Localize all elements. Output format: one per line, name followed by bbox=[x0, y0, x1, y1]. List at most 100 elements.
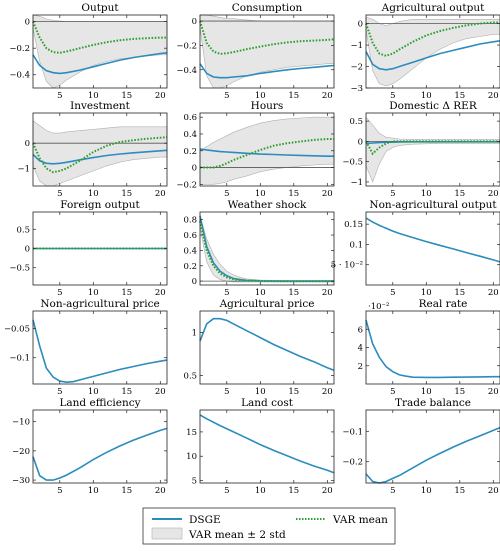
y-tick-label: −30 bbox=[12, 476, 30, 486]
plot-frame bbox=[199, 211, 335, 286]
y-tick-label: −0.1 bbox=[342, 427, 363, 437]
dsge-line bbox=[199, 63, 335, 79]
x-tick-label: 20 bbox=[488, 189, 499, 199]
x-tick-label: 15 bbox=[454, 387, 465, 397]
var-band-area bbox=[32, 120, 168, 187]
x-tick-label: 5 bbox=[57, 486, 62, 496]
legend: DSGE VAR mean VAR mean ± 2 std bbox=[142, 507, 396, 545]
y-tick-label: 0.4 bbox=[183, 246, 197, 256]
y-tick-label: 1 bbox=[192, 328, 197, 338]
x-tick-label: 20 bbox=[488, 486, 499, 496]
var-mean-line bbox=[32, 136, 168, 174]
plot-frame bbox=[365, 14, 500, 89]
y-tick-label: 0.5 bbox=[16, 225, 30, 235]
y-tick-label: −0.2 bbox=[9, 44, 30, 54]
x-tick-label: 5 bbox=[390, 91, 395, 101]
x-tick-label: 15 bbox=[288, 189, 299, 199]
panel-land-cost: Land cost 5 10 15 20 15 10 5 bbox=[186, 397, 335, 496]
y-tick-label: −0.1 bbox=[9, 354, 30, 364]
panel-foreign-output: Foreign output 5 10 15 20 0.5 0 −0.5 bbox=[9, 199, 168, 298]
panel-title: Consumption bbox=[232, 2, 303, 14]
x-tick-label: 5 bbox=[57, 189, 62, 199]
panel-land-efficiency: Land efficiency 5 10 15 20 −10 −20 −30 bbox=[12, 397, 168, 496]
y-tick-label: 6 bbox=[358, 325, 363, 335]
x-tick-label: 15 bbox=[121, 189, 132, 199]
var-mean-line bbox=[199, 20, 335, 55]
x-tick-label: 15 bbox=[454, 288, 465, 298]
dsge-line bbox=[365, 319, 500, 379]
y-scale-label: ·10⁻² bbox=[368, 302, 389, 312]
y-tick-label: 2 bbox=[358, 362, 363, 372]
panel-non-agricultural-price: Non-agricultural price 5 10 15 20 −0.05 −0.1 bbox=[4, 298, 168, 397]
x-tick-label: 5 bbox=[390, 288, 395, 298]
panel-title: Trade balance bbox=[395, 397, 471, 409]
plot-frame bbox=[365, 310, 500, 385]
y-tick-label: 0.15 bbox=[344, 220, 363, 230]
var-band-area bbox=[32, 14, 168, 89]
dsge-line bbox=[32, 319, 168, 384]
x-tick-label: 10 bbox=[421, 189, 432, 199]
x-tick-label: 10 bbox=[255, 189, 266, 199]
y-tick-label: −0.2 bbox=[176, 41, 197, 51]
y-tick-label: −0.4 bbox=[9, 71, 30, 81]
x-tick-label: 20 bbox=[155, 288, 166, 298]
y-tick-label: −1 bbox=[350, 41, 363, 51]
dsge-line bbox=[199, 215, 334, 283]
x-tick-label: 20 bbox=[322, 387, 333, 397]
x-tick-label: 20 bbox=[488, 288, 499, 298]
y-tick-label: −2 bbox=[350, 63, 363, 73]
x-tick-label: 10 bbox=[421, 288, 432, 298]
y-tick-label: 0.5 bbox=[183, 371, 197, 381]
x-tick-label: 15 bbox=[121, 91, 132, 101]
plot-frame bbox=[365, 211, 500, 286]
y-tick-label: 0.4 bbox=[183, 130, 197, 140]
x-tick-label: 20 bbox=[322, 486, 333, 496]
y-tick-label: 5 · 10⁻² bbox=[331, 261, 363, 271]
panel-title: Non-agricultural output bbox=[369, 199, 497, 211]
panel-title: Hours bbox=[251, 100, 284, 112]
y-tick-label: −0.05 bbox=[4, 325, 30, 335]
x-tick-label: 10 bbox=[421, 387, 432, 397]
x-tick-label: 15 bbox=[121, 288, 132, 298]
dsge-line bbox=[199, 317, 335, 372]
dsge-line bbox=[32, 52, 168, 75]
var-band-area bbox=[199, 116, 335, 185]
x-tick-label: 5 bbox=[390, 387, 395, 397]
var-mean-line bbox=[200, 138, 334, 169]
panel-real-rate: Real rate 5 10 15 20 6 4 2 ·10⁻² bbox=[358, 298, 500, 397]
panel-title: Output bbox=[81, 2, 119, 14]
var-band-area bbox=[365, 16, 500, 87]
legend-var-band-swatch bbox=[151, 527, 183, 540]
x-tick-label: 15 bbox=[454, 486, 465, 496]
y-tick-label: −0.2 bbox=[342, 458, 363, 468]
x-tick-label: 15 bbox=[121, 486, 132, 496]
panel-title: Foreign output bbox=[60, 199, 140, 211]
x-tick-label: 5 bbox=[57, 91, 62, 101]
y-tick-label: 0 bbox=[25, 18, 30, 28]
panel-agricultural-output: Agricultural output 5 10 15 20 0 −1 −2 −3 bbox=[350, 2, 500, 101]
panel-title: Agricultural price bbox=[219, 298, 315, 310]
dsge-line bbox=[365, 217, 500, 263]
plot-frame bbox=[199, 112, 335, 187]
y-tick-label: −3 bbox=[350, 84, 363, 94]
dsge-line bbox=[199, 414, 335, 474]
x-tick-label: 20 bbox=[155, 387, 166, 397]
x-tick-label: 15 bbox=[288, 387, 299, 397]
dsge-line bbox=[365, 426, 500, 484]
x-tick-label: 15 bbox=[288, 91, 299, 101]
x-tick-label: 15 bbox=[121, 387, 132, 397]
panel-title: Land cost bbox=[241, 397, 294, 409]
var-mean-line bbox=[365, 140, 500, 156]
y-tick-label: 0 bbox=[25, 245, 30, 255]
plot-frame bbox=[32, 310, 168, 385]
x-tick-label: 5 bbox=[224, 189, 229, 199]
y-tick-label: −0.5 bbox=[9, 264, 30, 274]
legend-dsge-label: DSGE bbox=[189, 514, 221, 526]
x-tick-label: 20 bbox=[322, 91, 333, 101]
plot-frame bbox=[199, 310, 335, 385]
y-tick-label: 0 bbox=[192, 277, 197, 287]
x-tick-label: 10 bbox=[255, 91, 266, 101]
dsge-line bbox=[199, 148, 334, 157]
x-tick-label: 15 bbox=[288, 486, 299, 496]
